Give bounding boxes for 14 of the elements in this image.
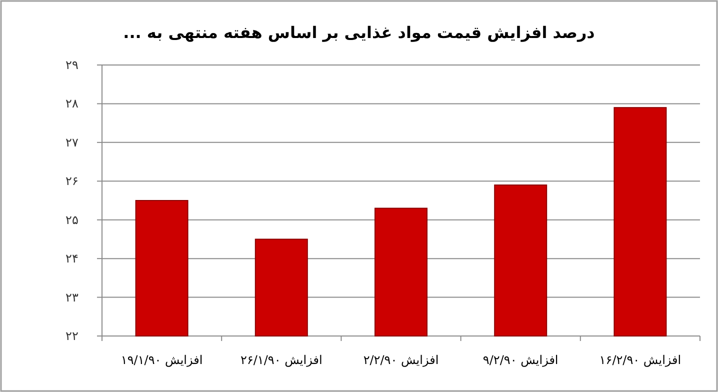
y-tick-label: ۲۷ (66, 135, 79, 150)
y-tick-label: ۲۵ (66, 212, 78, 227)
y-tick-label: ۲۶ (66, 174, 78, 188)
y-tick-label: ۲۸ (66, 96, 79, 111)
y-tick-label: ۲۹ (66, 58, 78, 72)
y-tick-label: ۲۳ (66, 290, 79, 304)
x-tick-label: افزایش ۲۶/۱/۹۰ (240, 353, 322, 367)
x-tick-label: افزایش ۹/۲/۹۰ (482, 353, 558, 367)
x-tick-label: افزایش ۱۶/۲/۹۰ (599, 353, 682, 367)
chart-title: درصد افزایش قیمت مواد غذایی بر اساس هفته منتهی به ... (123, 23, 595, 42)
y-tick-label: ۲۲ (66, 329, 78, 343)
y-tick-label: ۲۴ (66, 252, 78, 266)
x-tick-label: افزایش ۱۹/۱/۹۰ (120, 353, 203, 367)
x-tick-label: افزایش ۲/۲/۹۰ (363, 353, 439, 367)
